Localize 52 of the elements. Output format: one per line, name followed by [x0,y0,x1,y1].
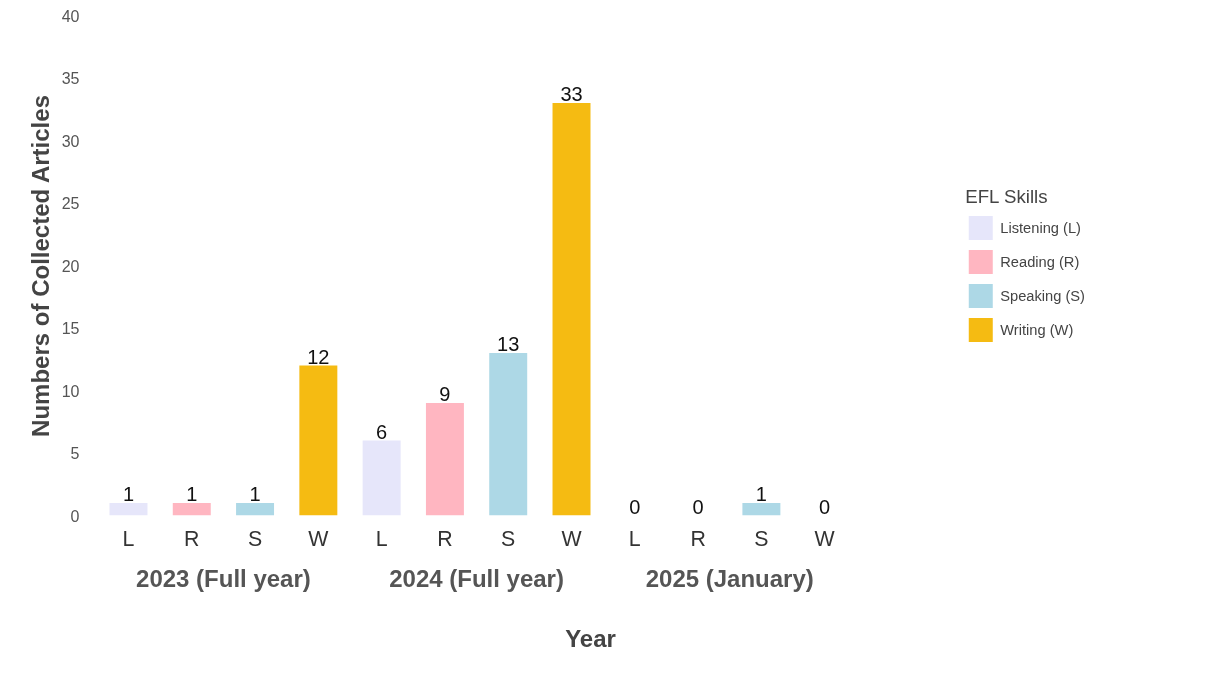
bar [362,440,401,516]
y-tick-label: 35 [61,70,80,87]
x-tick-label: L [628,526,641,551]
y-tick-label: 25 [61,195,80,212]
x-tick-label: S [247,526,263,551]
data-label: 1 [186,483,198,505]
y-tick-label: 5 [70,445,80,462]
y-tick-label: 40 [61,7,80,25]
data-label: 6 [376,420,388,443]
data-label: 0 [819,495,831,518]
x-tick-label: L [122,526,135,551]
text: 2023 (Full year) [136,564,311,592]
bar [109,503,148,516]
x-tick-label: W [308,526,330,551]
x-tick-label: W [814,526,836,551]
data-label: 12 [307,345,330,368]
legend-label: Listening (L) [1000,219,1081,236]
x-tick-label: R [690,526,706,551]
data-label: 1 [122,483,135,505]
x-tick-label: S [501,526,516,551]
x-tick-label: S [754,526,769,551]
legend-label: Writing (W) [1000,321,1074,338]
bar [489,353,528,516]
legend-title: EFL Skills [965,185,1049,208]
bar [742,503,781,516]
x-axis-title: Year [565,624,616,652]
legend-label: Reading (R) [1000,253,1080,270]
bar [299,365,338,516]
bar [552,103,591,516]
data-label: 0 [629,495,641,518]
legend-label: Speaking (S) [1000,287,1085,304]
data-label: 1 [755,483,767,505]
bar [172,503,211,516]
text: 2024 (Full year) [389,564,564,592]
text: 2025 (January) [645,564,814,592]
data-label: 33 [560,83,583,105]
data-label: 13 [497,333,520,355]
y-tick-label: 0 [70,507,80,525]
bar [236,503,275,516]
x-tick-label: R [437,526,453,551]
data-label: 1 [249,483,261,505]
x-tick-label: L [375,526,388,551]
data-label: 0 [692,495,704,518]
x-tick-label: R [184,526,200,551]
y-tick-label: 30 [61,132,80,150]
x-tick-label: W [561,526,583,551]
y-tick-label: 10 [61,382,80,400]
bar [425,403,464,516]
y-tick-label: 15 [61,320,80,337]
y-axis-title: Numbers of Collected Articles [26,95,54,437]
y-tick-label: 20 [61,257,80,275]
data-label: 9 [439,383,451,405]
